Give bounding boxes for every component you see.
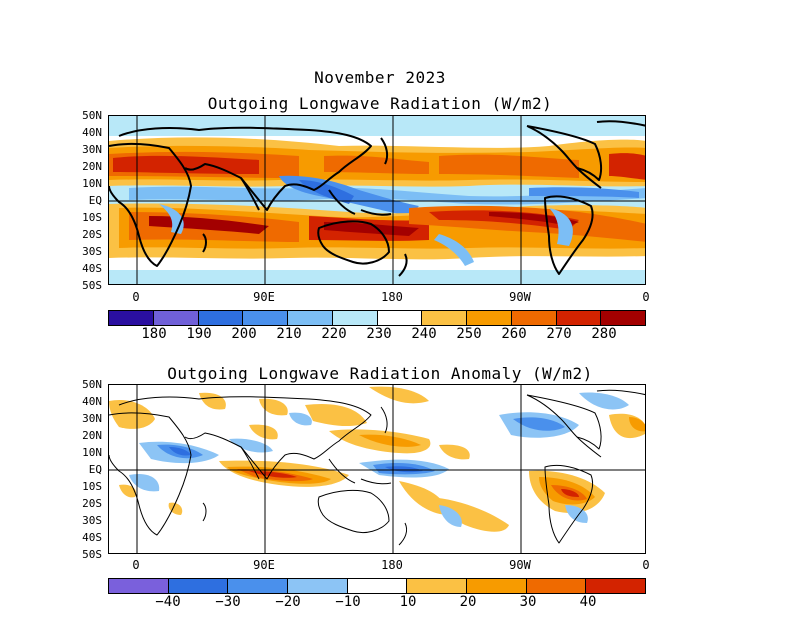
colorbar-label: 200 [231,326,257,342]
lon-label: 0 [132,290,140,304]
lat-label: 10S [82,211,102,224]
colorbar-label: 180 [141,326,167,342]
lat-label: 20N [82,160,102,173]
lat-label: 50S [82,279,102,292]
colorbar-label: 10 [399,594,417,610]
colorbar-label: 210 [276,326,302,342]
lat-label: 30S [82,245,102,258]
olr-title: Outgoing Longwave Radiation (W/m2) [207,94,553,113]
lon-label: 90W [509,290,531,304]
colorbar-swatch [511,311,557,325]
colorbar-swatch [243,311,288,325]
colorbar-label: 230 [366,326,392,342]
colorbar-swatch [407,579,468,593]
lat-label: 40N [82,126,102,139]
lat-label: 10N [82,446,102,459]
lon-label: 90W [509,558,531,572]
lat-label: 20N [82,429,102,442]
colorbar-label: −10 [335,594,361,610]
colorbar-label: 190 [186,326,212,342]
lon-label: 90E [253,558,275,572]
colorbar-swatch [109,579,169,593]
lat-label: EQ [88,194,102,207]
lon-label: 0 [642,290,650,304]
colorbar-swatch [288,579,348,593]
colorbar-swatch [153,311,199,325]
colorbar-swatch [586,579,646,593]
month-title: November 2023 [314,68,446,87]
colorbar-swatch [526,579,587,593]
colorbar-label: −20 [275,594,301,610]
lat-label: 50N [82,378,102,391]
lat-label: 10N [82,177,102,190]
colorbar-label: 270 [546,326,572,342]
lat-label: 50S [82,548,102,561]
colorbar-swatch [332,311,378,325]
colorbar-label: 250 [456,326,482,342]
colorbar-swatch [467,579,527,593]
olr-map [108,115,646,285]
colorbar-swatch [377,311,423,325]
colorbar-label: 220 [321,326,347,342]
colorbar-swatch [109,311,154,325]
olr-anomaly-map [108,384,646,554]
lat-label: EQ [88,463,102,476]
lat-label: 20S [82,497,102,510]
colorbar-swatch [288,311,333,325]
colorbar-swatch [556,311,602,325]
lat-label: 30S [82,514,102,527]
colorbar-label: 40 [579,594,597,610]
colorbar-swatch [228,579,289,593]
colorbar-swatch [168,579,229,593]
colorbar-label: −30 [215,594,241,610]
lon-label: 180 [381,558,403,572]
lat-label: 30N [82,143,102,156]
lon-label: 180 [381,290,403,304]
olr-anomaly-colorbar [108,578,646,594]
colorbar-swatch [467,311,512,325]
lat-label: 30N [82,412,102,425]
colorbar-label: −40 [155,594,181,610]
colorbar-swatch [198,311,244,325]
colorbar-swatch [601,311,645,325]
colorbar-label: 20 [459,594,477,610]
lon-label: 0 [132,558,140,572]
lat-label: 40N [82,395,102,408]
colorbar-label: 280 [591,326,617,342]
lat-label: 50N [82,109,102,122]
colorbar-swatch [422,311,467,325]
colorbar-label: 30 [519,594,537,610]
lat-label: 10S [82,480,102,493]
lat-label: 40S [82,531,102,544]
colorbar-label: 260 [501,326,527,342]
olr-anomaly-title: Outgoing Longwave Radiation Anomaly (W/m… [167,364,593,383]
lon-label: 90E [253,290,275,304]
lat-label: 40S [82,262,102,275]
olr-colorbar [108,310,646,326]
lon-label: 0 [642,558,650,572]
colorbar-swatch [347,579,408,593]
colorbar-label: 240 [411,326,437,342]
lat-label: 20S [82,228,102,241]
